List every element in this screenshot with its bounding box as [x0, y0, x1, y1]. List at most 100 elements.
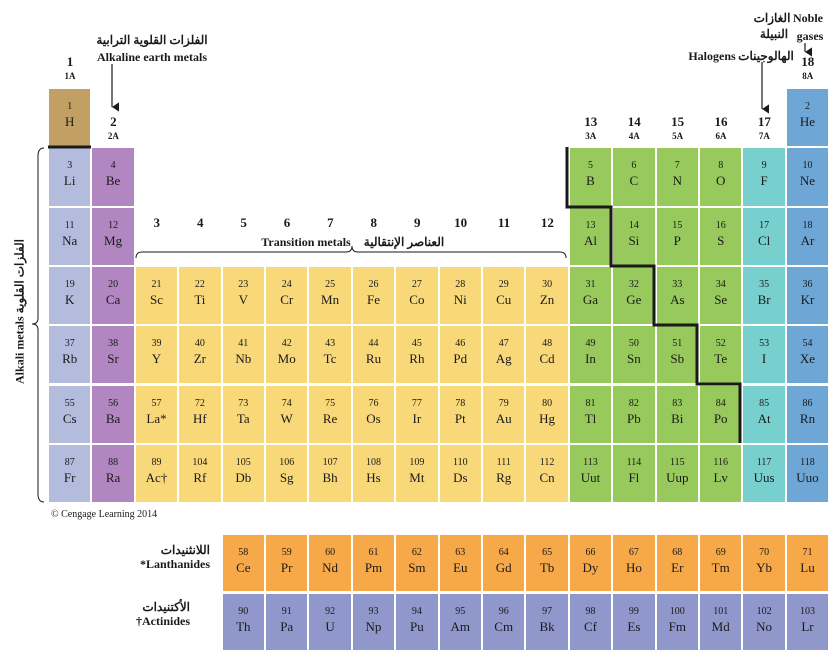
- element-symbol: O: [716, 173, 726, 189]
- atomic-number: 12: [108, 219, 119, 231]
- atomic-number: 70: [759, 547, 770, 558]
- element-cell-fe: 26 Fe: [351, 265, 396, 326]
- element-symbol: At: [757, 410, 771, 426]
- element-symbol: W: [280, 410, 293, 426]
- element-symbol: H: [65, 114, 75, 129]
- atomic-number: 9: [761, 160, 767, 172]
- atomic-number: 35: [759, 278, 770, 290]
- element-cell-gd: 64 Gd: [482, 534, 526, 592]
- atomic-number: 46: [455, 338, 466, 350]
- group-number-1: 1: [66, 54, 74, 69]
- element-cell-p: 15 P: [655, 206, 699, 266]
- atomic-number: 104: [192, 456, 208, 468]
- element-symbol: Na: [62, 232, 78, 248]
- atomic-number: 83: [672, 397, 683, 409]
- element-symbol: Ge: [626, 291, 642, 307]
- element-symbol: Ar: [800, 232, 815, 248]
- element-cell-lr: 103 Lr: [785, 593, 830, 651]
- element-symbol: Hs: [366, 469, 381, 485]
- element-cell-y: 39 Y: [134, 325, 179, 385]
- element-symbol: Ti: [194, 291, 206, 307]
- element-symbol: Sr: [107, 351, 119, 367]
- element-cell-bi: 83 Bi: [655, 384, 699, 444]
- transition-group-number-6: 6: [283, 215, 291, 230]
- lanthanides-label-en: *Lanthanides: [139, 557, 210, 571]
- element-cell-db: 105 Db: [221, 443, 265, 504]
- atomic-number: 23: [238, 278, 249, 290]
- element-cell-fr: 87 Fr: [48, 443, 92, 504]
- element-cell-mt: 109 Mt: [395, 443, 439, 504]
- element-cell-uup: 115 Uup: [655, 443, 699, 504]
- element-symbol: Lu: [800, 560, 815, 575]
- atomic-number: 92: [325, 606, 336, 617]
- element-cell-ra: 88 Ra: [91, 443, 135, 504]
- atomic-number: 51: [672, 338, 683, 350]
- element-cell-fm: 100 Fm: [655, 593, 699, 651]
- element-cell-at: 85 At: [742, 384, 786, 444]
- element-symbol: No: [756, 619, 773, 634]
- transition-group-number-11: 11: [497, 215, 511, 230]
- element-cell-al: 13 Al: [568, 206, 613, 266]
- atomic-number: 22: [194, 278, 205, 290]
- element-cell-sc: 21 Sc: [134, 265, 179, 326]
- element-cell-bh: 107 Bh: [308, 443, 352, 504]
- element-cell-sg: 106 Sg: [265, 443, 309, 504]
- atomic-number: 86: [802, 397, 813, 409]
- element-cell-ne: 10 Ne: [785, 147, 830, 207]
- atomic-number: 27: [411, 278, 422, 290]
- element-cell-rb: 37 Rb: [48, 325, 92, 385]
- element-symbol: Te: [714, 351, 728, 367]
- atomic-number: 85: [759, 397, 770, 409]
- atomic-number: 78: [455, 397, 466, 409]
- element-symbol: Rg: [496, 469, 512, 485]
- element-symbol: Cl: [757, 232, 771, 248]
- element-cell-ga: 31 Ga: [568, 265, 613, 326]
- element-symbol: Eu: [453, 560, 468, 575]
- element-symbol: Mn: [321, 291, 340, 307]
- group-number-18: 18: [801, 54, 815, 69]
- element-symbol: Zr: [193, 351, 207, 367]
- transition-group-number-10: 10: [454, 215, 468, 230]
- atomic-number: 6: [631, 160, 637, 172]
- element-cell-nb: 41 Nb: [221, 325, 265, 385]
- element-cell-am: 95 Am: [438, 593, 482, 651]
- element-symbol: V: [238, 291, 248, 307]
- atomic-number: 101: [713, 606, 729, 617]
- element-cell-ir: 77 Ir: [395, 384, 439, 444]
- element-symbol: Pu: [410, 619, 424, 634]
- atomic-number: 34: [715, 278, 726, 290]
- atomic-number: 116: [713, 456, 729, 468]
- group-number-17: 17: [757, 114, 771, 129]
- atomic-number: 19: [64, 278, 75, 290]
- element-symbol: Mt: [409, 469, 425, 485]
- atomic-number: 95: [455, 606, 466, 617]
- element-cell-tm: 69 Tm: [699, 534, 743, 592]
- element-cell-no: 102 No: [742, 593, 786, 651]
- atomic-number: 7: [674, 160, 680, 172]
- element-cell-lv: 116 Lv: [699, 443, 743, 504]
- element-cell-er: 68 Er: [655, 534, 699, 592]
- element-symbol: Rb: [62, 351, 78, 367]
- element-symbol: Bi: [671, 410, 684, 426]
- atomic-number: 24: [281, 278, 292, 290]
- element-cell-po: 84 Po: [699, 384, 743, 444]
- element-symbol: Re: [322, 410, 338, 426]
- element-symbol: Cr: [280, 291, 294, 307]
- element-symbol: Rn: [799, 410, 816, 426]
- transition-metals-label-en: Transition metals: [261, 235, 351, 249]
- element-cell-v: 23 V: [221, 265, 265, 326]
- element-symbol: Ho: [625, 560, 642, 575]
- element-cell-th: 90 Th: [221, 593, 265, 651]
- element-cell-tb: 65 Tb: [525, 534, 569, 592]
- actinides-label-en: †Actinides: [136, 614, 190, 628]
- element-symbol: Hg: [539, 410, 556, 426]
- element-symbol: Se: [714, 291, 728, 307]
- element-cell-np: 93 Np: [351, 593, 396, 651]
- element-cell-re: 75 Re: [308, 384, 352, 444]
- atomic-number: 66: [585, 547, 596, 558]
- element-cell-hs: 108 Hs: [351, 443, 396, 504]
- element-symbol: Ag: [495, 351, 512, 367]
